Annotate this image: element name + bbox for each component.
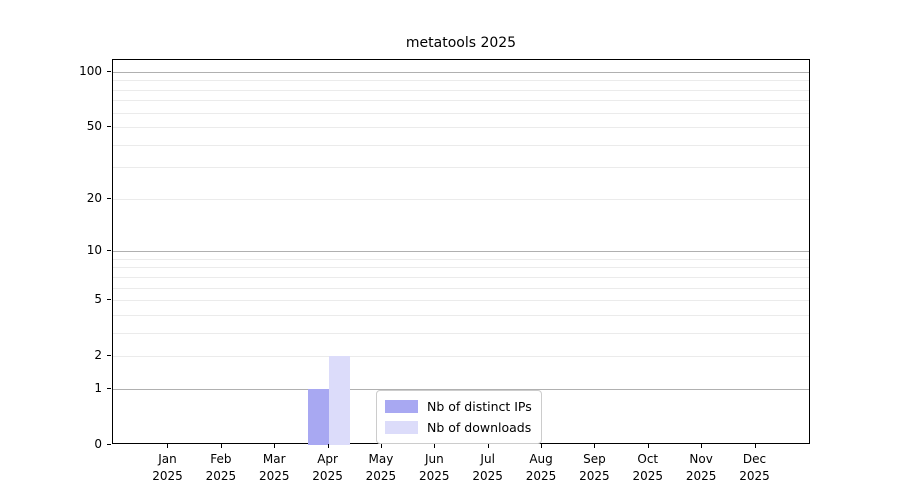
x-tick-label: Jan 2025 — [137, 451, 197, 485]
x-tick-month: Oct — [637, 452, 659, 466]
legend-swatch — [385, 400, 418, 413]
legend: Nb of distinct IPs Nb of downloads — [376, 390, 542, 444]
x-tick-month: Dec — [742, 452, 767, 466]
y-tick-mark — [107, 197, 111, 199]
x-tick-label: Feb 2025 — [191, 451, 251, 485]
x-tick-year: 2025 — [205, 469, 237, 483]
x-tick-year: 2025 — [152, 469, 183, 483]
x-tick-mark — [220, 444, 222, 448]
chart-title: metatools 2025 — [405, 35, 517, 51]
x-tick-year: 2025 — [632, 469, 664, 483]
x-tick-label: Oct 2025 — [618, 451, 678, 485]
x-tick-year: 2025 — [579, 469, 610, 483]
major-gridline — [113, 388, 809, 390]
y-tick-label: 20 — [86, 190, 102, 205]
x-tick-year: 2025 — [525, 469, 557, 483]
x-tick-mark — [274, 444, 276, 448]
x-tick-month: Feb — [210, 452, 232, 466]
x-tick-year: 2025 — [685, 469, 717, 483]
major-gridline — [113, 71, 809, 73]
minor-gridline — [113, 276, 809, 278]
minor-gridline — [113, 127, 809, 129]
minor-gridline — [113, 167, 809, 169]
x-tick-month: Jun — [424, 452, 444, 466]
x-tick-month: Aug — [529, 452, 553, 466]
x-tick-label: Jun 2025 — [404, 451, 464, 485]
legend-row: Nb of distinct IPs — [385, 396, 532, 417]
minor-gridline — [113, 332, 809, 334]
x-tick-mark — [487, 444, 489, 448]
y-tick-mark — [107, 70, 111, 72]
minor-gridline — [113, 258, 809, 260]
x-tick-mark — [594, 444, 596, 448]
minor-gridline — [113, 80, 809, 82]
major-gridline — [113, 251, 809, 253]
minor-gridline — [113, 287, 809, 289]
y-tick-label: 100 — [79, 63, 102, 78]
x-tick-label: Apr 2025 — [298, 451, 358, 485]
x-tick-mark — [754, 444, 756, 448]
x-tick-mark — [167, 444, 169, 448]
legend-label: Nb of distinct IPs — [427, 399, 532, 414]
x-tick-month: Nov — [689, 452, 713, 466]
minor-gridline — [113, 89, 809, 91]
y-tick-mark — [107, 387, 111, 389]
x-tick-year: 2025 — [258, 469, 290, 483]
y-tick-label: 1 — [94, 380, 102, 395]
x-tick-label: Mar 2025 — [244, 451, 304, 485]
x-tick-month: Jan — [158, 452, 177, 466]
x-tick-label: May 2025 — [351, 451, 411, 485]
x-tick-year: 2025 — [312, 469, 343, 483]
minor-gridline — [113, 112, 809, 114]
y-tick-mark — [107, 444, 111, 445]
x-tick-year: 2025 — [472, 469, 503, 483]
y-tick-mark — [107, 250, 111, 252]
legend-label: Nb of downloads — [427, 420, 532, 435]
y-tick-mark — [107, 355, 111, 357]
y-tick-label: 10 — [86, 243, 102, 258]
minor-gridline — [113, 314, 809, 316]
y-tick-label: 2 — [94, 348, 102, 363]
x-tick-month: Mar — [262, 452, 286, 466]
y-tick-mark — [107, 299, 111, 301]
minor-gridline — [113, 198, 809, 200]
x-tick-label: Sep 2025 — [564, 451, 624, 485]
legend-swatch — [385, 421, 418, 434]
minor-gridline — [113, 356, 809, 358]
minor-gridline — [113, 144, 809, 146]
x-tick-label: Aug 2025 — [511, 451, 571, 485]
x-tick-year: 2025 — [419, 469, 450, 483]
y-tick-label: 50 — [86, 119, 102, 134]
bar-nb-of-distinct-ips — [307, 388, 329, 445]
x-tick-mark — [701, 444, 703, 448]
x-tick-label: Jul 2025 — [458, 451, 518, 485]
x-tick-mark — [434, 444, 436, 448]
x-tick-month: Jul — [480, 452, 495, 466]
minor-gridline — [113, 267, 809, 269]
minor-gridline — [113, 100, 809, 102]
legend-row: Nb of downloads — [385, 417, 532, 438]
x-tick-mark — [647, 444, 649, 448]
x-tick-label: Dec 2025 — [725, 451, 785, 485]
x-tick-mark — [541, 444, 543, 448]
y-tick-mark — [107, 126, 111, 128]
x-tick-mark — [327, 444, 329, 448]
x-tick-month: Apr — [317, 452, 338, 466]
x-tick-mark — [380, 444, 382, 448]
x-tick-month: May — [368, 452, 394, 466]
x-tick-label: Nov 2025 — [671, 451, 731, 485]
plot-area — [112, 59, 810, 445]
y-tick-label: 5 — [94, 292, 102, 307]
x-tick-month: Sep — [583, 452, 606, 466]
x-tick-year: 2025 — [365, 469, 397, 483]
minor-gridline — [113, 300, 809, 302]
y-tick-label: 0 — [94, 437, 102, 451]
bar-nb-of-downloads — [328, 356, 350, 445]
x-tick-year: 2025 — [739, 469, 770, 483]
